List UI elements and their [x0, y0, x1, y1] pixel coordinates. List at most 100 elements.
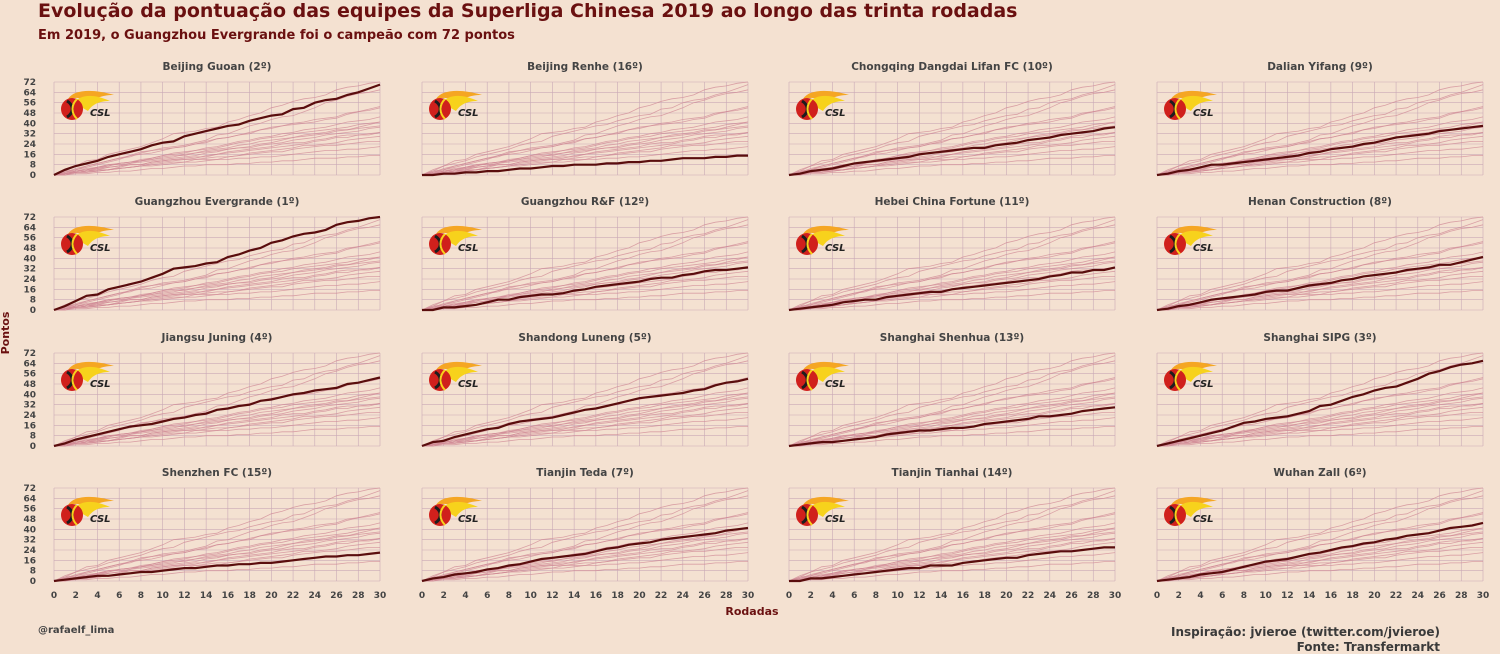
series-line-background	[421, 270, 749, 311]
x-tick-label: 4	[829, 591, 835, 601]
y-tick-label: 40	[23, 525, 36, 535]
series-line-highlight	[421, 526, 749, 583]
series-line-background	[53, 387, 381, 447]
x-tick-label: 28	[1455, 591, 1468, 601]
x-tick-label: 30	[742, 591, 755, 601]
series-line-highlight	[788, 126, 1116, 177]
y-tick-label: 72	[23, 78, 36, 88]
y-tick-label: 32	[23, 130, 36, 140]
series-line-background	[1156, 495, 1484, 582]
series-line-background	[53, 527, 381, 582]
csl-logo: CSL	[1164, 225, 1217, 255]
series-line-background	[1156, 387, 1484, 447]
series-line-background	[1156, 216, 1484, 311]
series-line-background	[421, 216, 749, 311]
y-tick-label: 48	[23, 515, 36, 525]
series-line-background	[53, 107, 381, 176]
panel-title: Beijing Renhe (16º)	[527, 61, 643, 73]
x-tick-label: 20	[633, 591, 646, 601]
y-tick-label: 72	[23, 484, 36, 494]
ball-stripe-icon	[1174, 504, 1181, 526]
x-tick-label: 10	[156, 591, 169, 601]
x-tick-label: 28	[1087, 591, 1100, 601]
series-line-background	[53, 242, 381, 311]
series-line-background	[53, 355, 381, 447]
series-line-background	[1156, 355, 1484, 447]
series-line-background	[788, 352, 1116, 447]
csl-logo: CSL	[796, 90, 849, 120]
csl-logo: CSL	[429, 496, 482, 526]
series-line-background	[421, 116, 749, 176]
flame-icon	[809, 230, 845, 246]
logo-text: CSL	[458, 243, 479, 254]
flame-icon	[74, 95, 110, 111]
x-tick-label: 2	[73, 591, 79, 601]
series-line-background	[421, 487, 749, 582]
y-tick-label: 32	[23, 536, 36, 546]
x-tick-label: 2	[1176, 591, 1182, 601]
y-tick-label: 40	[23, 254, 36, 264]
x-tick-label: 22	[1390, 591, 1403, 601]
x-tick-label: 4	[462, 591, 468, 601]
series-line-background	[53, 224, 381, 311]
y-axis-label: Pontos	[0, 311, 12, 354]
series-line-background	[53, 121, 381, 176]
y-tick-label: 24	[23, 275, 36, 285]
series-line-background	[422, 561, 748, 582]
x-tick-label: 22	[1022, 591, 1035, 601]
series-line-background	[421, 387, 749, 447]
y-tick-label: 64	[23, 88, 36, 98]
y-tick-label: 24	[23, 140, 36, 150]
x-tick-label: 18	[1346, 591, 1359, 601]
series-line-background	[54, 276, 380, 311]
series-line-background	[421, 84, 749, 176]
y-tick-label: 8	[30, 161, 36, 171]
series-line-background	[1157, 155, 1483, 176]
panel-title: Shanghai SIPG (3º)	[1263, 332, 1376, 344]
flame-icon	[74, 230, 110, 246]
series-line-background	[1156, 224, 1484, 311]
series-line-highlight	[53, 376, 381, 448]
series-line-background	[53, 392, 381, 447]
series-line-background	[1157, 561, 1483, 582]
series-line-background	[789, 141, 1115, 176]
series-line-background	[421, 406, 749, 447]
csl-logo: CSL	[61, 225, 114, 255]
series-line-background	[788, 256, 1116, 311]
x-tick-label: 8	[506, 591, 512, 601]
csl-logo: CSL	[61, 90, 114, 120]
flame-icon	[442, 95, 478, 111]
x-tick-label: 6	[851, 591, 857, 601]
series-line-background	[421, 495, 749, 582]
x-tick-label: 20	[265, 591, 278, 601]
x-tick-label: 26	[698, 591, 711, 601]
y-tick-label: 64	[23, 223, 36, 233]
panel-title: Shandong Luneng (5º)	[518, 332, 651, 344]
x-tick-label: 24	[677, 591, 690, 601]
series-line-highlight	[788, 266, 1116, 312]
panel: Dalian Yifang (9º) CSL	[1156, 61, 1484, 177]
x-tick-label: 6	[1219, 591, 1225, 601]
series-line-background	[1157, 426, 1483, 447]
panel-title: Wuhan Zall (6º)	[1273, 467, 1366, 479]
flame-icon	[1177, 366, 1213, 382]
data-source: Fonte: Transfermarkt	[1296, 640, 1440, 654]
panel-title: Hebei China Fortune (11º)	[875, 196, 1030, 208]
ball-stripe-icon	[1174, 369, 1181, 391]
csl-logo: CSL	[61, 496, 114, 526]
series-line-highlight	[422, 154, 748, 177]
series-line-background	[789, 561, 1115, 582]
series-line-background	[421, 527, 749, 582]
series-line-background	[788, 216, 1116, 311]
series-line-background	[1156, 135, 1484, 176]
y-tick-label: 56	[23, 505, 36, 515]
logo-text: CSL	[1193, 514, 1214, 525]
series-line-background	[54, 141, 380, 176]
y-tick-label: 64	[23, 494, 36, 504]
x-tick-label: 12	[178, 591, 191, 601]
y-tick-label: 40	[23, 119, 36, 129]
ball-stripe-icon	[806, 98, 813, 120]
logo-text: CSL	[825, 243, 846, 254]
series-line-background	[1157, 290, 1483, 311]
